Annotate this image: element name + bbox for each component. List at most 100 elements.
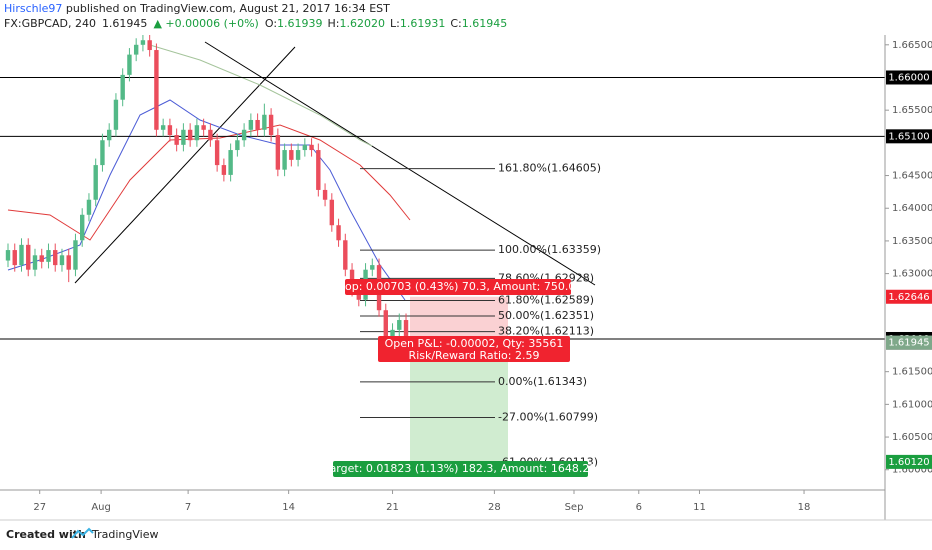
logo: [71, 527, 94, 539]
price-label-box: [886, 129, 932, 144]
fib-label: 100.00%(1.63359): [498, 243, 601, 256]
stop-label: Stop: 0.00703 (0.43%) 70.3, Amount: 750.…: [334, 280, 583, 293]
y-tick-label: 1.60000: [892, 465, 932, 476]
x-tick-label: Sep: [565, 502, 584, 513]
candle-body: [26, 244, 31, 270]
candle-body: [46, 250, 51, 262]
candle-body: [127, 54, 132, 75]
candle-body: [235, 140, 240, 151]
fib-label: 50.00%(1.62351): [498, 309, 594, 322]
author[interactable]: Hirschle97: [4, 2, 62, 15]
y-tick-label: 1.65500: [892, 105, 932, 116]
x-tick-label: 21: [386, 502, 399, 513]
h: 1.62020: [340, 17, 386, 30]
header-line: Hirschle97 published on TradingView.com,…: [4, 2, 390, 15]
o: 1.61939: [277, 17, 323, 30]
pnl-label: Open P&L: -0.00002, Qty: 35561: [385, 337, 564, 350]
candle-body: [214, 140, 220, 166]
x-tick-label: 27: [33, 502, 46, 513]
candle-body: [5, 250, 11, 261]
candle-body: [262, 114, 267, 130]
candle-body: [370, 265, 375, 270]
c: 1.61945: [462, 17, 508, 30]
candle-body: [403, 320, 409, 343]
candle-body: [93, 165, 98, 200]
candle-body: [295, 150, 301, 160]
trend-line: [204, 41, 596, 286]
candle-body: [113, 99, 119, 130]
y-tick-label: 1.60500: [892, 432, 932, 443]
candle-body: [19, 244, 24, 266]
change: ▲ +0.00006 (+0%): [153, 17, 258, 30]
candle-body: [167, 125, 173, 136]
price-label-box: [886, 289, 932, 304]
x-tick-label: 18: [798, 502, 811, 513]
price-label: 1.66000: [888, 72, 929, 83]
candle-body: [289, 150, 294, 160]
candle-body: [275, 135, 281, 170]
candle-body: [255, 119, 260, 130]
reward-zone: [410, 342, 508, 462]
candle-body: [322, 189, 328, 200]
price-label-box: [886, 335, 932, 350]
x-tick-label: 11: [693, 502, 706, 513]
candle-body: [120, 74, 125, 100]
trend-line: [74, 46, 296, 284]
published: published on TradingView.com, August 21,…: [62, 2, 390, 15]
candle-body: [100, 140, 105, 166]
price-label: 1.62646: [888, 292, 929, 303]
brand[interactable]: TradingView: [91, 528, 158, 541]
candle-body: [316, 150, 321, 190]
fib-label: 38.20%(1.62113): [498, 325, 594, 338]
y-tick-label: 1.66500: [892, 40, 932, 51]
moving-average: [149, 44, 373, 147]
candle-body: [154, 50, 159, 130]
ohlc-line: FX:GBPCAD, 240 1.61945 ▲ +0.00006 (+0%) O:1…: [4, 17, 507, 30]
candle-body: [12, 250, 17, 266]
candle-body: [309, 144, 314, 151]
candle-body: [73, 240, 78, 270]
symbol: FX:GBPCAD, 240: [4, 17, 96, 30]
candle-body: [133, 44, 139, 55]
y-tick-label: 1.63500: [892, 236, 932, 247]
candle-body: [248, 119, 254, 130]
y-tick-label: 1.64000: [892, 203, 932, 214]
x-tick-label: Aug: [91, 502, 111, 513]
candle-body: [302, 144, 308, 151]
candle-body: [201, 125, 206, 130]
candle-body: [181, 129, 186, 145]
candle-body: [268, 114, 274, 136]
stop-label-box: [345, 279, 571, 295]
y-tick-label: 1.64500: [892, 171, 932, 182]
candle-body: [221, 165, 227, 175]
last: 1.61945: [102, 17, 148, 30]
fib-label: 0.00%(1.61343): [498, 375, 587, 388]
y-tick-label: 1.61500: [892, 367, 932, 378]
candle-body: [228, 150, 233, 175]
candle-body: [39, 255, 44, 262]
candle-body: [147, 40, 152, 51]
candle-body: [241, 129, 247, 141]
x-tick-label: 28: [488, 502, 501, 513]
fib-label: 161.80%(1.64605): [498, 162, 601, 175]
candle-body: [329, 199, 335, 226]
o-label: O:: [265, 17, 277, 30]
x-tick-label: 6: [636, 502, 642, 513]
price-label: 1.65100: [888, 131, 929, 142]
candle-body: [160, 125, 166, 130]
candle-body: [80, 214, 85, 241]
candle-body: [140, 40, 146, 45]
fib-label: 61.80%(1.62589): [498, 293, 594, 306]
candle-body: [86, 199, 92, 215]
candle-body: [343, 240, 348, 270]
moving-average: [7, 99, 406, 301]
y-tick-label: 1.61000: [892, 399, 932, 410]
pnl-label: Risk/Reward Ratio: 2.59: [409, 349, 540, 362]
candle-body: [282, 150, 287, 170]
fib-label: -27.00%(1.60799): [498, 411, 598, 424]
target-label: Target: 0.01823 (1.13%) 182.3, Amount: 1…: [324, 462, 597, 475]
candle-body: [383, 310, 388, 345]
candle-body: [397, 320, 402, 330]
candle-body: [187, 129, 193, 141]
